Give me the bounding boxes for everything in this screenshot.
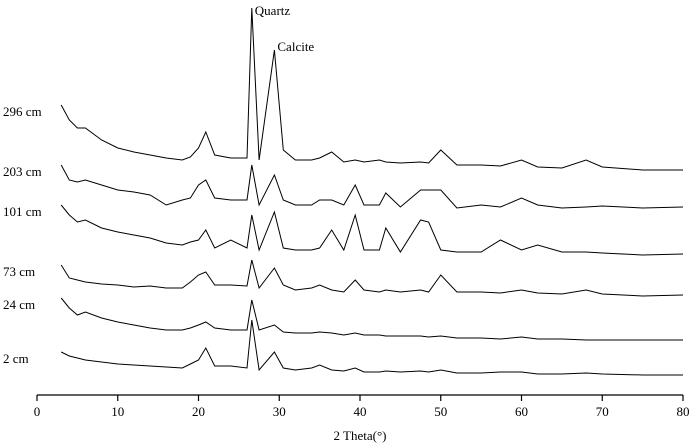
peak-annotation: Calcite — [277, 39, 314, 54]
x-tick-label: 50 — [434, 404, 447, 419]
x-axis-label: 2 Theta(°) — [334, 428, 387, 443]
xrd-trace — [60, 319, 683, 376]
xrd-trace — [60, 7, 683, 171]
x-tick-label: 30 — [273, 404, 286, 419]
x-tick-label: 70 — [596, 404, 609, 419]
x-tick-label: 10 — [111, 404, 124, 419]
xrd-trace — [60, 204, 684, 256]
x-tick-label: 40 — [354, 404, 367, 419]
series-label: 2 cm — [3, 351, 29, 366]
xrd-trace — [60, 297, 683, 341]
series-label: 24 cm — [3, 297, 35, 312]
peak-annotation: Quartz — [255, 3, 291, 18]
x-tick-label: 0 — [34, 404, 41, 419]
series-label: 203 cm — [3, 164, 42, 179]
series-label: 73 cm — [3, 264, 35, 279]
series-label: 296 cm — [3, 104, 42, 119]
xrd-trace — [60, 259, 684, 297]
x-tick-label: 60 — [515, 404, 528, 419]
x-tick-label: 20 — [192, 404, 205, 419]
xrd-trace — [60, 164, 684, 209]
x-tick-label: 80 — [677, 404, 690, 419]
series-label: 101 cm — [3, 204, 42, 219]
